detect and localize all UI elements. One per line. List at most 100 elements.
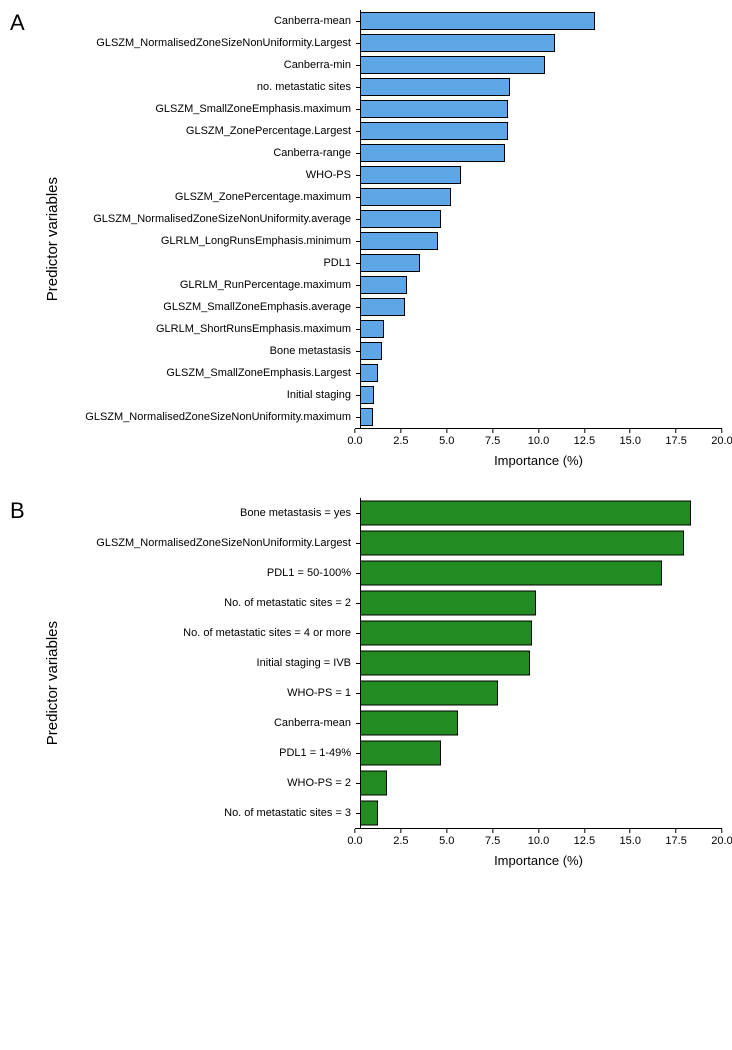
plot-cell (360, 708, 722, 738)
chart-inner: Canberra-meanGLSZM_NormalisedZoneSizeNon… (61, 10, 722, 468)
category-label: No. of metastatic sites = 2 (61, 597, 356, 609)
category-label: PDL1 = 1-49% (61, 747, 356, 759)
x-tick: 10.0 (528, 829, 549, 847)
category-label: GLSZM_NormalisedZoneSizeNonUniformity.av… (61, 213, 356, 225)
bar-row: GLRLM_RunPercentage.maximum (61, 274, 722, 296)
axis-line-left (360, 142, 361, 164)
spacer (61, 829, 355, 851)
category-label: GLSZM_ZonePercentage.maximum (61, 191, 356, 203)
plot-cell (360, 406, 722, 428)
plot-cell (360, 340, 722, 362)
axis-line-left (360, 252, 361, 274)
category-label: no. metastatic sites (61, 81, 356, 93)
x-tick: 15.0 (620, 829, 641, 847)
category-label: Bone metastasis = yes (61, 507, 356, 519)
x-tick-line (446, 829, 447, 833)
bar (360, 78, 510, 96)
bar (360, 591, 536, 616)
bar-row: GLSZM_ZonePercentage.Largest (61, 120, 722, 142)
x-tick-label: 0.0 (347, 835, 362, 847)
category-label: GLSZM_NormalisedZoneSizeNonUniformity.La… (61, 537, 356, 549)
axis-line-left (360, 32, 361, 54)
spacer (61, 428, 355, 429)
x-axis: 0.02.55.07.510.012.515.017.520.0 (61, 829, 722, 851)
bar-row: GLSZM_ZonePercentage.maximum (61, 186, 722, 208)
plot-cell (360, 10, 722, 32)
axis-line-left (360, 768, 361, 798)
plot-cell (360, 76, 722, 98)
category-label: GLSZM_NormalisedZoneSizeNonUniformity.La… (61, 37, 356, 49)
x-tick: 5.0 (439, 829, 454, 847)
axis-line-left (360, 406, 361, 428)
bar (360, 254, 420, 272)
axis-line-left (360, 558, 361, 588)
category-label: WHO-PS (61, 169, 356, 181)
x-tick-line (354, 429, 355, 433)
panel-letter-A: A (10, 10, 25, 36)
x-tick: 7.5 (485, 429, 500, 447)
x-axis-label: Importance (%) (355, 453, 722, 468)
bar (360, 100, 508, 118)
bar-row: GLSZM_SmallZoneEmphasis.maximum (61, 98, 722, 120)
x-tick: 15.0 (620, 429, 641, 447)
category-label: No. of metastatic sites = 3 (61, 807, 356, 819)
category-label: GLSZM_SmallZoneEmphasis.Largest (61, 367, 356, 379)
x-ticks: 0.02.55.07.510.012.515.017.520.0 (355, 829, 722, 851)
plot-cell (360, 32, 722, 54)
x-tick-line (400, 829, 401, 833)
bar-row: GLSZM_NormalisedZoneSizeNonUniformity.ma… (61, 406, 722, 428)
bar-row: Bone metastasis (61, 340, 722, 362)
x-tick: 20.0 (711, 829, 732, 847)
axis-line-left (360, 120, 361, 142)
axis-line-left (360, 10, 361, 32)
category-label: Canberra-range (61, 147, 356, 159)
x-tick-line (676, 429, 677, 433)
bar (360, 386, 374, 404)
bar (360, 741, 441, 766)
x-tick-line (630, 829, 631, 833)
bar-row: Canberra-mean (61, 708, 722, 738)
x-tick-line (584, 829, 585, 833)
x-tick-label: 17.5 (665, 835, 686, 847)
bar-row: WHO-PS (61, 164, 722, 186)
panel-A: APredictor variablesCanberra-meanGLSZM_N… (10, 10, 722, 468)
axis-line-left (360, 318, 361, 340)
bar-row: No. of metastatic sites = 2 (61, 588, 722, 618)
axis-line-left (360, 208, 361, 230)
panel-B: BPredictor variablesBone metastasis = ye… (10, 498, 722, 868)
plot-cell (360, 648, 722, 678)
x-tick-label: 10.0 (528, 835, 549, 847)
bar-row: GLSZM_NormalisedZoneSizeNonUniformity.La… (61, 528, 722, 558)
plot-cell (360, 230, 722, 252)
bar-row: GLSZM_NormalisedZoneSizeNonUniformity.La… (61, 32, 722, 54)
plot-cell (360, 768, 722, 798)
x-tick-label: 2.5 (393, 435, 408, 447)
axis-line-left (360, 708, 361, 738)
x-tick: 20.0 (711, 429, 732, 447)
spacer (61, 429, 355, 451)
x-tick-label: 20.0 (711, 835, 732, 847)
category-label: PDL1 = 50-100% (61, 567, 356, 579)
bar-row: No. of metastatic sites = 4 or more (61, 618, 722, 648)
x-axis-label: Importance (%) (355, 853, 722, 868)
plot-cell (360, 588, 722, 618)
x-tick-line (400, 429, 401, 433)
plot-cell (360, 120, 722, 142)
x-tick: 2.5 (393, 429, 408, 447)
category-label: WHO-PS = 2 (61, 777, 356, 789)
bar (360, 531, 684, 556)
x-ticks: 0.02.55.07.510.012.515.017.520.0 (355, 429, 722, 451)
axis-line-left (360, 98, 361, 120)
x-tick-line (446, 429, 447, 433)
x-tick-label: 15.0 (620, 835, 641, 847)
x-tick: 7.5 (485, 829, 500, 847)
bar (360, 408, 373, 426)
plot-cell (360, 528, 722, 558)
x-tick-line (676, 829, 677, 833)
category-label: GLSZM_ZonePercentage.Largest (61, 125, 356, 137)
category-label: GLRLM_RunPercentage.maximum (61, 279, 356, 291)
bars-region: Canberra-meanGLSZM_NormalisedZoneSizeNon… (61, 10, 722, 429)
plot-cell (360, 186, 722, 208)
bar-row: GLSZM_SmallZoneEmphasis.Largest (61, 362, 722, 384)
x-tick-line (721, 429, 722, 433)
